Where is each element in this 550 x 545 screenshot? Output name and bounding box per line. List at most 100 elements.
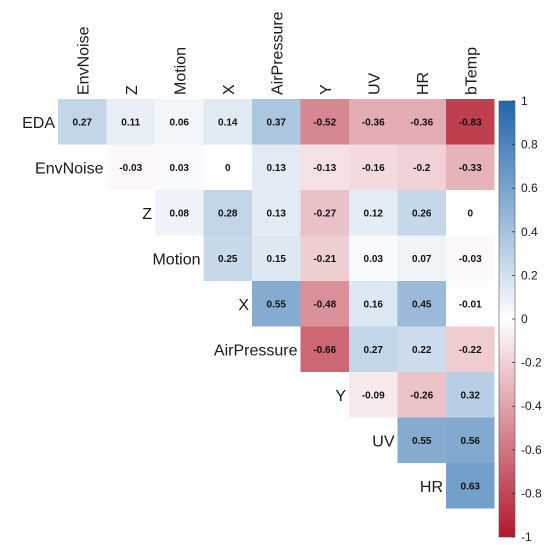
column-label-envnoise: EnvNoise xyxy=(75,26,92,95)
cell-envnoise-motion-label: 0.03 xyxy=(170,163,190,174)
cell-x-uv xyxy=(349,281,398,327)
cell-x-uv-label: 0.16 xyxy=(364,299,384,310)
cell-eda-btemp xyxy=(446,99,495,145)
cell-eda-z-label: 0.11 xyxy=(121,117,140,128)
cell-motion-airpressure-label: 0.15 xyxy=(267,254,287,265)
colorbar-tick-label: -1 xyxy=(521,530,532,544)
cell-z-motion-label: 0.08 xyxy=(170,208,190,219)
cell-y-uv xyxy=(349,372,398,418)
column-labels: EnvNoise Z Motion X AirPressure Y UV HR bTemp xyxy=(75,11,480,95)
cell-envnoise-y-label: -0.13 xyxy=(313,163,336,174)
cell-eda-airpressure-label: 0.37 xyxy=(267,117,287,128)
cell-eda-uv-label: -0.36 xyxy=(362,117,385,128)
cell-eda-btemp-label: -0.83 xyxy=(459,117,482,128)
cell-eda-airpressure xyxy=(252,99,301,145)
row-label-envnoise: EnvNoise xyxy=(35,160,104,177)
cell-envnoise-y xyxy=(300,144,349,190)
colorbar-tick-label: 0.2 xyxy=(521,268,538,282)
cell-y-btemp xyxy=(446,372,495,418)
cell-envnoise-x xyxy=(203,144,252,190)
cell-hr-btemp-label: 0.63 xyxy=(461,481,481,492)
cell-x-y xyxy=(300,281,349,327)
cell-z-hr xyxy=(397,190,446,236)
cell-z-y-label: -0.27 xyxy=(313,208,336,219)
row-labels: EDA EnvNoise Z Motion X AirPressure Y UV HR xyxy=(22,115,443,496)
cell-z-x xyxy=(203,190,252,236)
cell-x-airpressure xyxy=(252,281,301,327)
row-label-hr: HR xyxy=(420,479,443,496)
cell-envnoise-airpressure xyxy=(252,144,301,190)
cell-envnoise-z xyxy=(106,144,155,190)
cell-z-y xyxy=(300,190,349,236)
cell-x-btemp-label: -0.01 xyxy=(459,299,482,310)
heatmap-cells: 0.27 0.11 0.06 0.14 0.37 -0.52 -0.36 -0.36 -0.83… xyxy=(58,99,495,509)
cell-eda-y-label: -0.52 xyxy=(313,117,336,128)
cell-eda-y xyxy=(300,99,349,145)
cell-eda-hr xyxy=(397,99,446,145)
column-label-uv: UV xyxy=(366,72,383,95)
cell-motion-btemp-label: -0.03 xyxy=(459,254,482,265)
row-label-y: Y xyxy=(335,388,346,405)
cell-eda-envnoise-label: 0.27 xyxy=(73,117,93,128)
cell-motion-btemp xyxy=(446,235,495,281)
cell-eda-envnoise xyxy=(58,99,107,145)
cell-z-btemp-label: 0 xyxy=(467,208,473,219)
colorbar-tick-label: -0.4 xyxy=(521,399,542,413)
cell-x-btemp xyxy=(446,281,495,327)
colorbar-tick-label: -0.6 xyxy=(521,443,542,457)
cell-envnoise-airpressure-label: 0.13 xyxy=(267,163,287,174)
cell-eda-x-label: 0.14 xyxy=(218,117,238,128)
row-label-z: Z xyxy=(142,206,152,223)
cell-uv-btemp-label: 0.56 xyxy=(461,436,481,447)
cell-motion-hr-label: 0.07 xyxy=(412,254,432,265)
cell-airpressure-uv xyxy=(349,326,398,372)
cell-z-uv-label: 0.12 xyxy=(364,208,384,219)
cell-z-motion xyxy=(155,190,204,236)
cell-z-x-label: 0.28 xyxy=(218,208,238,219)
cell-z-airpressure-label: 0.13 xyxy=(267,208,287,219)
cell-airpressure-btemp xyxy=(446,326,495,372)
column-label-x: X xyxy=(221,84,238,95)
cell-y-uv-label: -0.09 xyxy=(362,390,385,401)
cell-y-btemp-label: 0.32 xyxy=(461,390,481,401)
cell-z-hr-label: 0.26 xyxy=(412,208,432,219)
cell-airpressure-hr-label: 0.22 xyxy=(412,345,432,356)
cell-airpressure-btemp-label: -0.22 xyxy=(459,345,482,356)
column-label-hr: HR xyxy=(415,72,432,95)
colorbar: 1 0.8 0.6 0.4 0.2 0 -0.2 -0.4 -0.6 -0.8 -1 xyxy=(498,94,542,544)
cell-airpressure-y-label: -0.66 xyxy=(313,345,336,356)
cell-eda-hr-label: -0.36 xyxy=(410,117,433,128)
cell-z-uv xyxy=(349,190,398,236)
colorbar-tick-label: 0.8 xyxy=(521,138,538,152)
cell-z-airpressure xyxy=(252,190,301,236)
colorbar-tick-label: 0 xyxy=(521,312,528,326)
cell-x-y-label: -0.48 xyxy=(313,299,336,310)
column-label-airpressure: AirPressure xyxy=(269,11,286,95)
cell-hr-btemp xyxy=(446,463,495,509)
colorbar-tick-label: 1 xyxy=(521,94,528,108)
cell-y-hr-label: -0.26 xyxy=(410,390,433,401)
cell-envnoise-motion xyxy=(155,144,204,190)
cell-envnoise-hr xyxy=(397,144,446,190)
column-label-z: Z xyxy=(124,85,141,95)
cell-y-hr xyxy=(397,372,446,418)
cell-x-hr xyxy=(397,281,446,327)
cell-z-btemp xyxy=(446,190,495,236)
cell-eda-motion-label: 0.06 xyxy=(170,117,190,128)
cell-envnoise-btemp-label: -0.33 xyxy=(459,163,482,174)
cell-motion-airpressure xyxy=(252,235,301,281)
column-label-btemp: bTemp xyxy=(463,47,480,95)
column-label-y: Y xyxy=(318,84,335,95)
cell-envnoise-hr-label: -0.2 xyxy=(413,163,431,174)
cell-motion-uv xyxy=(349,235,398,281)
cell-airpressure-hr xyxy=(397,326,446,372)
row-label-eda: EDA xyxy=(22,115,55,132)
cell-motion-hr xyxy=(397,235,446,281)
cell-motion-x xyxy=(203,235,252,281)
cell-uv-btemp xyxy=(446,417,495,463)
cell-motion-x-label: 0.25 xyxy=(218,254,238,265)
colorbar-tick-label: -0.8 xyxy=(521,486,542,500)
cell-airpressure-uv-label: 0.27 xyxy=(364,345,384,356)
cell-uv-hr-label: 0.55 xyxy=(412,436,432,447)
